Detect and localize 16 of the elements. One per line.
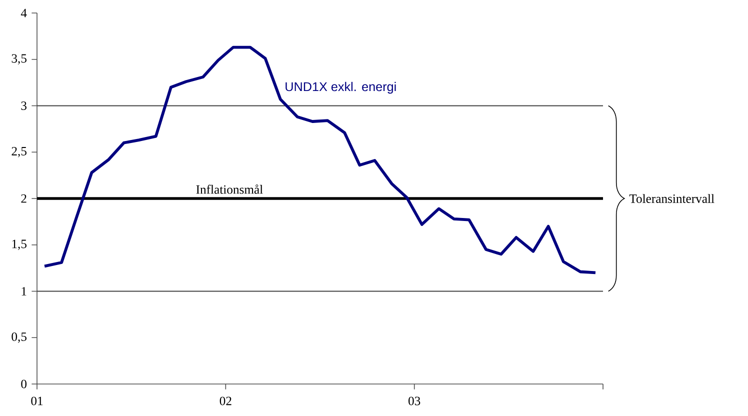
y-tick-label: 2 [21,194,26,203]
y-tick-label: 3 [21,102,26,110]
y-tick-label: 0,5 [12,332,26,343]
y-tick-label: 3,5 [12,54,26,65]
x-tick-label: 03 [408,396,420,406]
text: Toleransintervall [629,194,714,203]
line-series [43,46,597,274]
series-label: UND1X exkl. energi [286,82,396,94]
y-tick-label: 1 [22,287,26,296]
x-tick-label: 01 [31,396,43,406]
y-tick-label: 0 [21,380,27,388]
y-tick-label: 2,5 [12,146,26,158]
y-tick-label: 1,5 [12,240,26,250]
y-tick-label: 4 [20,8,27,18]
ref-line-label: Inflationsmål [196,184,263,194]
x-tick-label: 02 [220,396,232,406]
